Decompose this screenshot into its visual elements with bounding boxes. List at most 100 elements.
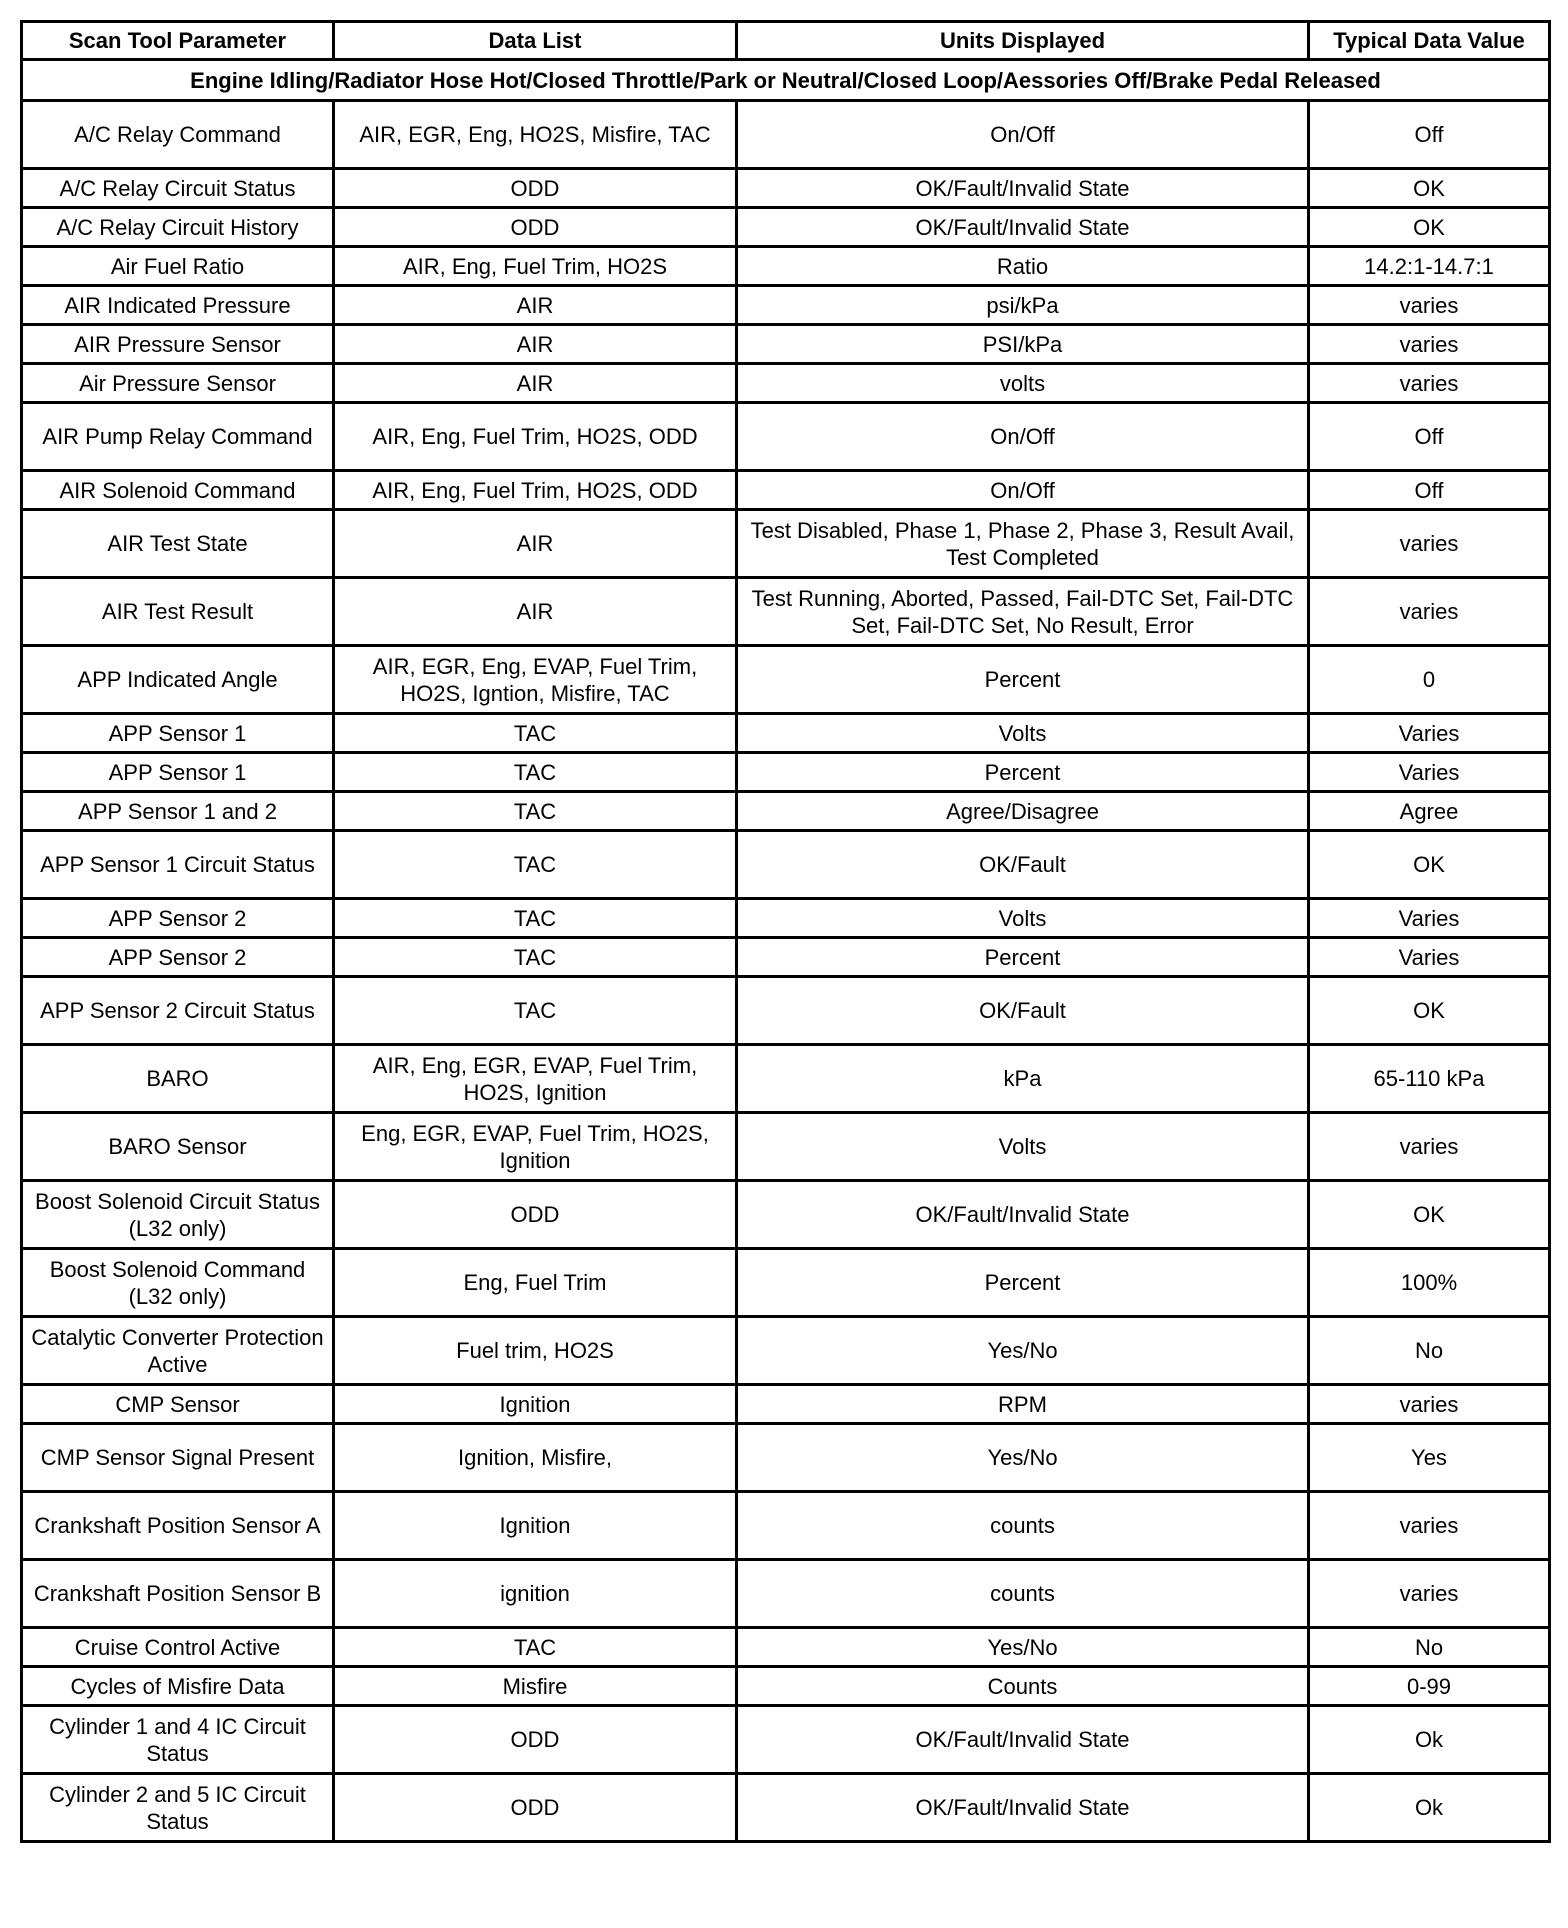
data-list-cell: ignition (332, 1558, 738, 1629)
typical-value-cell: OK (1307, 975, 1551, 1046)
typical-value-cell: Varies (1307, 712, 1551, 754)
typical-value-cell: varies (1307, 1490, 1551, 1561)
typical-value-cell: varies (1307, 284, 1551, 326)
parameter-cell: APP Indicated Angle (20, 644, 335, 715)
typical-value-cell: Off (1307, 99, 1551, 170)
table-row: APP Sensor 1 TAC Volts Varies (20, 712, 1551, 754)
parameter-cell: CMP Sensor Signal Present (20, 1422, 335, 1493)
units-cell: On/Off (735, 469, 1310, 511)
data-list-cell: TAC (332, 1626, 738, 1668)
parameter-cell: APP Sensor 2 (20, 897, 335, 939)
units-cell: psi/kPa (735, 284, 1310, 326)
units-cell: OK/Fault/Invalid State (735, 1704, 1310, 1775)
table-row: CMP Sensor Ignition RPM varies (20, 1383, 1551, 1425)
units-cell: OK/Fault/Invalid State (735, 1179, 1310, 1250)
table-row: Cylinder 1 and 4 IC Circuit Status ODD OK/… (20, 1704, 1551, 1775)
data-list-cell: AIR, Eng, Fuel Trim, HO2S, ODD (332, 401, 738, 472)
table-row: Catalytic Converter Protection Active Fue… (20, 1315, 1551, 1386)
units-cell: Counts (735, 1665, 1310, 1707)
units-cell: PSI/kPa (735, 323, 1310, 365)
typical-value-cell: Yes (1307, 1422, 1551, 1493)
table-row: AIR Test Result AIR Test Running, Aborted,… (20, 576, 1551, 647)
typical-value-cell: varies (1307, 1558, 1551, 1629)
table-row: BARO Sensor Eng, EGR, EVAP, Fuel Trim, HO… (20, 1111, 1551, 1182)
typical-value-cell: Varies (1307, 751, 1551, 793)
units-cell: Percent (735, 936, 1310, 978)
units-cell: Percent (735, 751, 1310, 793)
data-list-cell: ODD (332, 167, 738, 209)
data-list-cell: ODD (332, 1772, 738, 1843)
data-list-cell: ODD (332, 206, 738, 248)
typical-value-cell: OK (1307, 206, 1551, 248)
data-list-cell: Eng, Fuel Trim (332, 1247, 738, 1318)
data-list-cell: AIR, Eng, Fuel Trim, HO2S, ODD (332, 469, 738, 511)
typical-value-cell: Ok (1307, 1704, 1551, 1775)
table-row: Air Pressure Sensor AIR volts varies (20, 362, 1551, 404)
units-cell: Ratio (735, 245, 1310, 287)
table-row: BARO AIR, Eng, EGR, EVAP, Fuel Trim, HO2S… (20, 1043, 1551, 1114)
data-list-cell: ODD (332, 1179, 738, 1250)
units-cell: Percent (735, 1247, 1310, 1318)
units-cell: Yes/No (735, 1315, 1310, 1386)
parameter-cell: AIR Test Result (20, 576, 335, 647)
data-list-cell: TAC (332, 751, 738, 793)
typical-value-cell: varies (1307, 1111, 1551, 1182)
typical-value-cell: Agree (1307, 790, 1551, 832)
parameter-cell: A/C Relay Circuit Status (20, 167, 335, 209)
typical-value-cell: OK (1307, 167, 1551, 209)
condition-row: Engine Idling/Radiator Hose Hot/Closed T… (20, 58, 1551, 102)
parameter-cell: Crankshaft Position Sensor B (20, 1558, 335, 1629)
table-row: APP Sensor 1 TAC Percent Varies (20, 751, 1551, 793)
data-list-cell: TAC (332, 975, 738, 1046)
units-cell: Test Running, Aborted, Passed, Fail-DTC … (735, 576, 1310, 647)
data-list-cell: Ignition (332, 1490, 738, 1561)
units-cell: Volts (735, 712, 1310, 754)
table-row: Cruise Control Active TAC Yes/No No (20, 1626, 1551, 1668)
table-row: A/C Relay Circuit Status ODD OK/Fault/Inva… (20, 167, 1551, 209)
table-row: AIR Indicated Pressure AIR psi/kPa varies (20, 284, 1551, 326)
typical-value-cell: No (1307, 1315, 1551, 1386)
table-row: AIR Solenoid Command AIR, Eng, Fuel Trim,… (20, 469, 1551, 511)
data-list-cell: TAC (332, 936, 738, 978)
typical-value-cell: Ok (1307, 1772, 1551, 1843)
data-list-cell: AIR (332, 284, 738, 326)
header-data-list: Data List (332, 20, 738, 61)
parameter-cell: APP Sensor 1 and 2 (20, 790, 335, 832)
parameter-cell: APP Sensor 2 Circuit Status (20, 975, 335, 1046)
parameter-cell: Cruise Control Active (20, 1626, 335, 1668)
header-units: Units Displayed (735, 20, 1310, 61)
parameter-cell: AIR Test State (20, 508, 335, 579)
table-row: Air Fuel Ratio AIR, Eng, Fuel Trim, HO2S R… (20, 245, 1551, 287)
parameter-cell: A/C Relay Command (20, 99, 335, 170)
data-list-cell: AIR, EGR, Eng, EVAP, Fuel Trim, HO2S, Ig… (332, 644, 738, 715)
units-cell: OK/Fault (735, 975, 1310, 1046)
parameter-cell: CMP Sensor (20, 1383, 335, 1425)
data-list-cell: AIR, EGR, Eng, HO2S, Misfire, TAC (332, 99, 738, 170)
table-row: APP Sensor 2 TAC Percent Varies (20, 936, 1551, 978)
data-list-cell: Fuel trim, HO2S (332, 1315, 738, 1386)
table-row: APP Indicated Angle AIR, EGR, Eng, EVAP, … (20, 644, 1551, 715)
typical-value-cell: varies (1307, 323, 1551, 365)
typical-value-cell: varies (1307, 362, 1551, 404)
parameter-cell: BARO Sensor (20, 1111, 335, 1182)
typical-value-cell: Off (1307, 401, 1551, 472)
table-row: Cylinder 2 and 5 IC Circuit Status ODD OK/… (20, 1772, 1551, 1843)
data-list-cell: ODD (332, 1704, 738, 1775)
units-cell: RPM (735, 1383, 1310, 1425)
parameter-cell: BARO (20, 1043, 335, 1114)
parameter-cell: Catalytic Converter Protection Active (20, 1315, 335, 1386)
typical-value-cell: 0-99 (1307, 1665, 1551, 1707)
data-list-cell: AIR (332, 323, 738, 365)
data-list-cell: TAC (332, 829, 738, 900)
typical-value-cell: varies (1307, 508, 1551, 579)
table-row: Crankshaft Position Sensor A Ignition coun… (20, 1490, 1551, 1561)
typical-value-cell: No (1307, 1626, 1551, 1668)
parameter-cell: Air Pressure Sensor (20, 362, 335, 404)
parameter-cell: Air Fuel Ratio (20, 245, 335, 287)
parameter-cell: APP Sensor 1 Circuit Status (20, 829, 335, 900)
data-list-cell: AIR, Eng, EGR, EVAP, Fuel Trim, HO2S, Ig… (332, 1043, 738, 1114)
table-row: APP Sensor 2 TAC Volts Varies (20, 897, 1551, 939)
table-row: AIR Test State AIR Test Disabled, Phase 1,… (20, 508, 1551, 579)
units-cell: On/Off (735, 401, 1310, 472)
